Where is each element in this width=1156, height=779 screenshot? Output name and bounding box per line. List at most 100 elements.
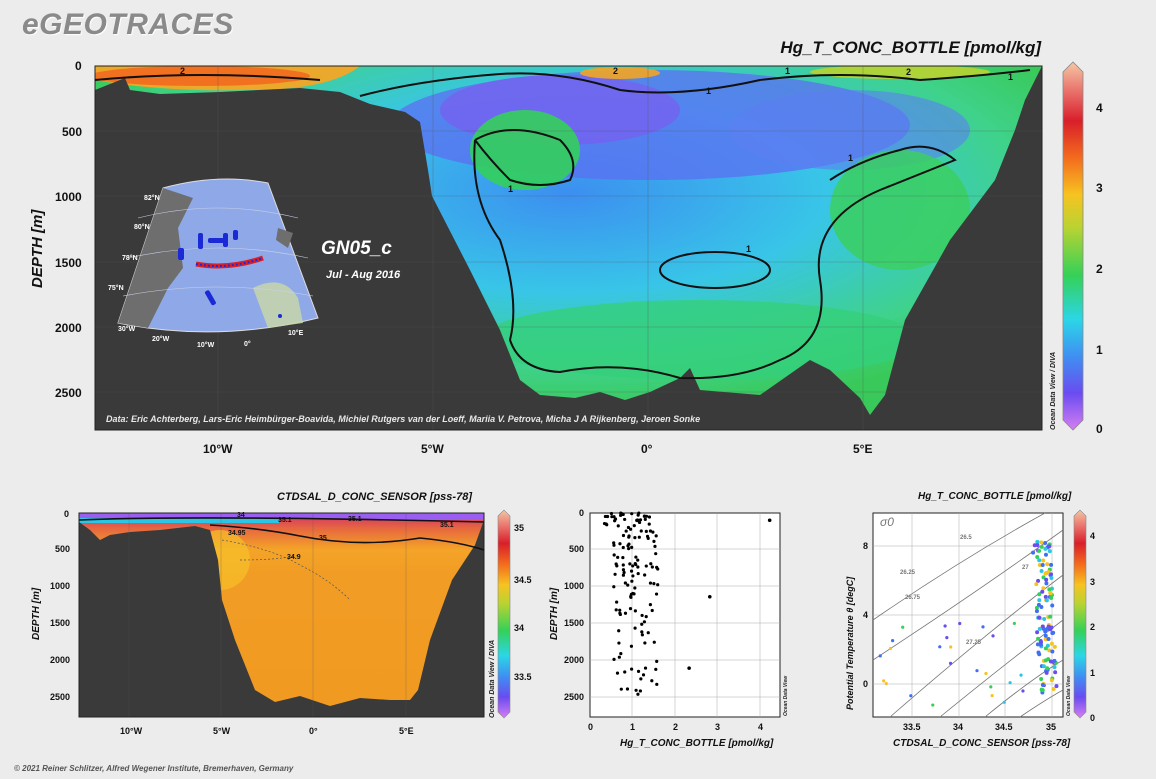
- y-tick-label: 2500: [50, 692, 71, 702]
- data-point: [629, 569, 634, 573]
- data-point: [1049, 595, 1054, 600]
- data-point: [655, 682, 659, 686]
- data-point: [1043, 646, 1048, 651]
- data-point: [1042, 616, 1047, 621]
- data-point: [631, 564, 635, 568]
- data-point: [643, 517, 647, 521]
- data-point: [1049, 678, 1054, 683]
- data-point: [624, 529, 628, 533]
- data-point: [633, 562, 637, 566]
- data-point: [1043, 633, 1048, 638]
- contour-label: 34.95: [228, 530, 246, 537]
- y-tick-label: 1500: [564, 618, 585, 628]
- data-point: [621, 545, 625, 550]
- data-point: [612, 515, 616, 519]
- data-point: [629, 644, 634, 648]
- data-point: [1045, 626, 1050, 631]
- data-point: [650, 565, 654, 569]
- data-point: [654, 667, 658, 671]
- data-point: [1040, 688, 1045, 693]
- data-point: [619, 652, 623, 656]
- data-point: [878, 654, 882, 658]
- data-point: [623, 581, 627, 585]
- x-tick-label: 3: [715, 722, 721, 732]
- data-point: [639, 677, 643, 681]
- data-point: [1044, 577, 1049, 582]
- data-point: [635, 518, 639, 523]
- data-point: [616, 555, 620, 559]
- x-tick-label: 34.5: [995, 722, 1013, 732]
- contour-label: 35: [319, 535, 327, 542]
- data-point: [1037, 548, 1042, 553]
- data-point: [648, 603, 653, 607]
- data-point: [628, 527, 633, 531]
- data-point: [630, 545, 634, 549]
- y-tick-label: 1500: [50, 618, 71, 628]
- data-point: [1021, 689, 1025, 693]
- x-tick-label: 4: [758, 722, 764, 732]
- outlier-point: [767, 518, 772, 523]
- data-point: [1037, 626, 1042, 631]
- main-colorbar: [1062, 61, 1084, 431]
- data-point: [633, 626, 637, 630]
- data-point: [631, 574, 635, 578]
- isopycnal-label: 27.25: [966, 640, 982, 646]
- data-point: [1049, 576, 1054, 581]
- app-brand: eGEOTRACES: [22, 8, 234, 41]
- colorbar-tick: 0: [1090, 713, 1096, 723]
- data-point: [648, 581, 653, 585]
- data-point: [1050, 631, 1055, 636]
- data-point: [612, 585, 616, 589]
- data-point: [626, 583, 630, 587]
- data-point: [1039, 568, 1044, 573]
- data-point: [652, 539, 656, 543]
- data-point: [1039, 640, 1044, 645]
- map-lat-label: 75°N: [108, 285, 124, 292]
- data-point: [1036, 636, 1041, 641]
- data-point: [644, 529, 648, 533]
- x-tick-label: 5°E: [853, 442, 873, 456]
- contour-label: 35.1: [278, 517, 292, 524]
- colorbar-tick: 4: [1090, 531, 1096, 541]
- data-point: [1035, 554, 1040, 559]
- data-point: [636, 558, 640, 562]
- data-point: [640, 622, 644, 626]
- isopycnal-label: 26.75: [905, 595, 921, 601]
- data-point: [1035, 630, 1040, 635]
- data-point: [943, 624, 947, 628]
- x-tick-label: 33.5: [903, 722, 921, 732]
- data-point: [1045, 562, 1050, 567]
- data-point: [627, 546, 631, 551]
- colorbar-tick: 33.5: [514, 672, 532, 682]
- data-point: [650, 679, 654, 683]
- x-axis-title: Hg_T_CONC_BOTTLE [pmol/kg]: [620, 738, 774, 749]
- data-point: [643, 666, 648, 670]
- data-point: [1040, 562, 1045, 567]
- data-point: [618, 612, 622, 617]
- data-point: [653, 544, 657, 548]
- colorbar-tick: 1: [1096, 343, 1103, 357]
- map-lon-label: 10°E: [288, 330, 304, 337]
- data-point: [1034, 582, 1039, 587]
- data-point: [1037, 558, 1042, 563]
- data-point: [1037, 598, 1042, 603]
- data-point: [644, 564, 648, 568]
- data-point: [1019, 673, 1023, 677]
- data-point: [621, 568, 626, 572]
- data-point: [1047, 544, 1052, 549]
- data-point: [646, 631, 650, 635]
- data-point: [1041, 586, 1046, 591]
- y-tick-label: 1000: [50, 581, 71, 591]
- colorbar-tick: 1: [1090, 668, 1096, 678]
- data-point: [650, 608, 654, 613]
- data-point: [1035, 543, 1040, 548]
- data-point: [1050, 649, 1055, 654]
- data-point: [1046, 570, 1051, 575]
- data-point: [1041, 575, 1046, 580]
- data-point: [648, 529, 653, 533]
- data-point: [625, 687, 630, 691]
- data-point: [605, 514, 610, 519]
- data-point: [1036, 578, 1041, 583]
